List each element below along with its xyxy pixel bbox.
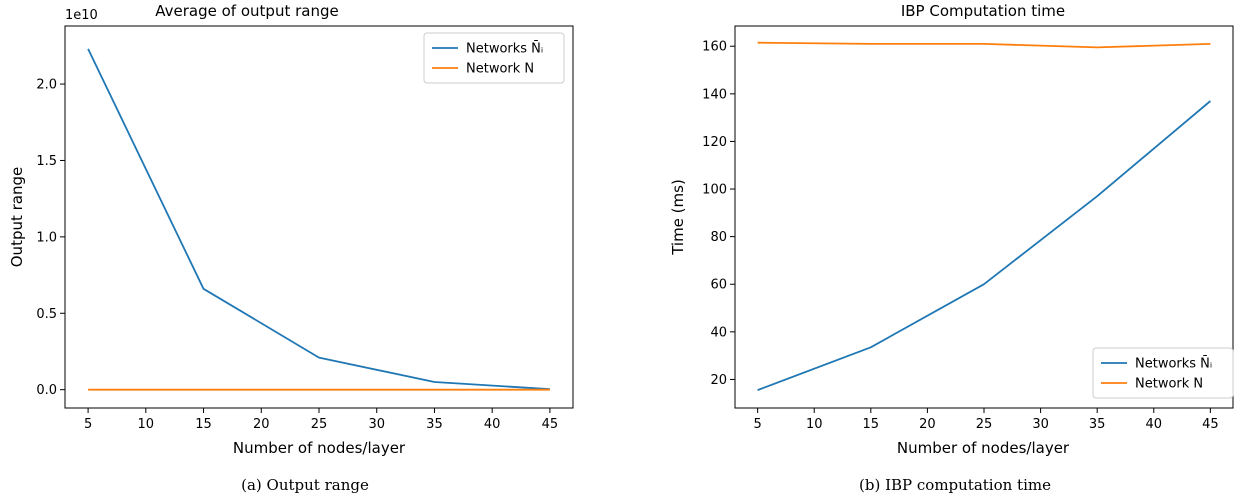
y-tick-label: 100 — [702, 183, 727, 198]
x-tick-label: 10 — [138, 417, 155, 432]
y-tick-label: 60 — [710, 278, 727, 293]
legend-label: Network N — [466, 62, 534, 77]
legend: Networks N̄ᵢ Network N — [1092, 347, 1234, 399]
caption: (a) Output range — [241, 476, 369, 494]
series-line-networks-ni — [87, 48, 550, 391]
legend-box — [1092, 347, 1234, 399]
chart-title: IBP Computation time — [901, 2, 1065, 20]
y-tick-label: 120 — [702, 135, 727, 150]
x-axis-label: Number of nodes/layer — [233, 439, 406, 457]
x-tick-label: 10 — [806, 417, 823, 432]
x-tick-label: 35 — [426, 417, 443, 432]
x-tick-label: 5 — [753, 417, 761, 432]
x-tick-label: 40 — [1145, 417, 1162, 432]
x-tick-label: 20 — [253, 417, 270, 432]
y-tick-label: 2.0 — [36, 78, 57, 93]
x-tick-label: 30 — [1032, 417, 1049, 432]
y-tick-label: 80 — [710, 230, 727, 245]
chart-ibp-time: IBP Computation time 5 10 15 20 25 30 35 40 45 20… — [669, 2, 1234, 494]
series-line-networks-ni — [757, 100, 1211, 391]
legend: Networks N̄ᵢ Network N — [423, 32, 565, 84]
y-tick-label: 40 — [710, 325, 727, 340]
x-tick-label: 15 — [195, 417, 212, 432]
x-tick-label: 30 — [368, 417, 385, 432]
legend-box — [423, 32, 565, 84]
chart-title: Average of output range — [155, 2, 338, 20]
series-line-network-n — [757, 41, 1211, 49]
chart-output-range: Average of output range 1e10 5 10 15 20 25 30… — [8, 2, 574, 494]
x-tick-label: 15 — [863, 417, 880, 432]
x-tick-label: 20 — [919, 417, 936, 432]
y-tick-label: 20 — [710, 373, 727, 388]
y-tick-label: 1.0 — [36, 230, 57, 245]
x-tick-label: 40 — [484, 417, 501, 432]
y-tick-label: 0.5 — [36, 307, 57, 322]
x-tick-label: 25 — [311, 417, 328, 432]
x-tick-label: 35 — [1089, 417, 1106, 432]
y-tick-label: 140 — [702, 87, 727, 102]
legend-label: Networks N̄ᵢ — [466, 41, 543, 56]
x-tick-label: 45 — [1202, 417, 1219, 432]
y-axis-label: Output range — [8, 167, 26, 268]
y-tick-label: 160 — [702, 40, 727, 55]
caption: (b) IBP computation time — [859, 476, 1051, 494]
x-axis-label: Number of nodes/layer — [897, 439, 1070, 457]
y-tick-label: 0.0 — [36, 383, 57, 398]
legend-label: Network N — [1135, 377, 1203, 392]
x-tick-label: 5 — [84, 417, 92, 432]
x-tick-label: 25 — [976, 417, 993, 432]
y-offset-label: 1e10 — [65, 8, 98, 23]
x-tick-label: 45 — [542, 417, 559, 432]
y-axis-label: Time (ms) — [669, 179, 687, 256]
plot-frame — [64, 25, 574, 409]
legend-label: Networks N̄ᵢ — [1135, 356, 1212, 371]
plot-frame — [734, 25, 1234, 409]
y-tick-label: 1.5 — [36, 154, 57, 169]
